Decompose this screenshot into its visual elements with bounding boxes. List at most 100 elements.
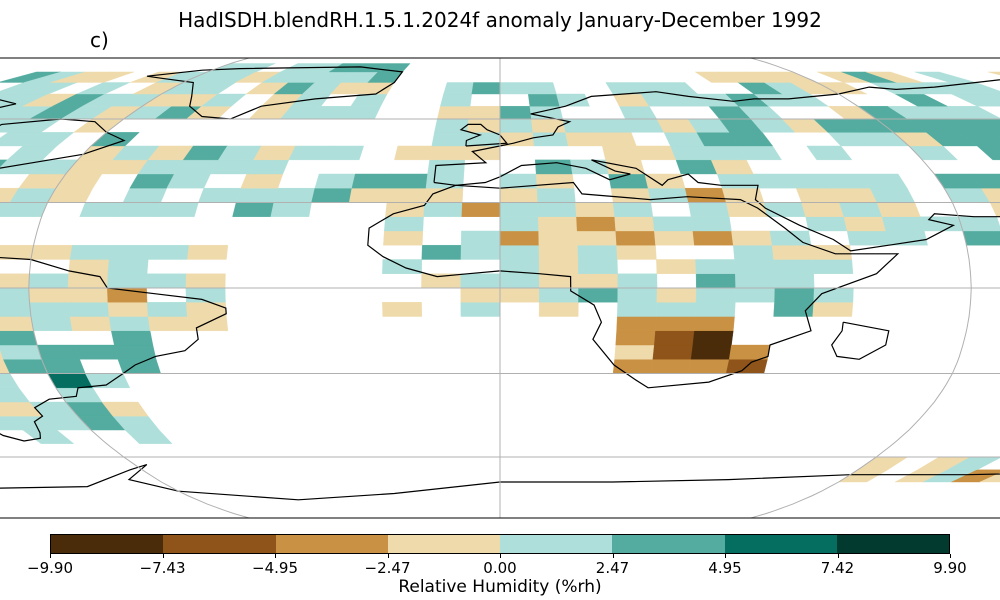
anomaly-cell <box>386 187 427 203</box>
anomaly-cell <box>771 245 813 260</box>
anomaly-cell <box>593 118 632 133</box>
anomaly-cell <box>989 202 1000 217</box>
anomaly-cell <box>388 173 428 189</box>
anomaly-cell <box>0 330 38 346</box>
anomaly-cell <box>652 344 694 360</box>
colorbar-tick-label: −2.47 <box>364 559 411 577</box>
anomaly-cell <box>146 302 188 317</box>
anomaly-cell <box>534 159 573 175</box>
colorbar-tick-label: 2.47 <box>595 559 630 577</box>
anomaly-cell <box>605 159 646 175</box>
anomaly-cell <box>466 118 501 133</box>
map-title: HadISDH.blendRH.1.5.1.2024f anomaly Janu… <box>178 8 822 32</box>
anomaly-cell <box>876 202 921 217</box>
anomaly-cell <box>117 202 161 217</box>
anomaly-cell <box>36 344 80 360</box>
anomaly-cell <box>617 287 658 303</box>
anomaly-cell <box>232 202 275 217</box>
colorbar-tick-mark <box>837 554 839 558</box>
anomaly-cell <box>394 145 433 161</box>
colorbar-tick-mark <box>950 554 951 558</box>
anomaly-cell <box>695 259 736 274</box>
anomaly-cell <box>654 230 695 246</box>
anomaly-grid <box>0 63 1000 483</box>
anomaly-cell <box>601 145 642 161</box>
anomaly-cell <box>614 344 655 360</box>
anomaly-cell <box>155 202 199 217</box>
anomaly-cell <box>246 159 290 175</box>
anomaly-cell <box>198 187 242 203</box>
anomaly-cell <box>146 273 187 289</box>
anomaly-cell <box>616 245 657 260</box>
anomaly-cell <box>869 187 916 203</box>
anomaly-cell <box>499 216 539 232</box>
anomaly-cell <box>187 245 229 260</box>
anomaly-cell <box>460 230 501 246</box>
anomaly-cell <box>650 359 692 374</box>
anomaly-cell <box>619 106 658 120</box>
anomaly-cell <box>499 106 532 120</box>
anomaly-cell <box>692 330 734 346</box>
anomaly-cell <box>617 273 658 289</box>
anomaly-cell <box>576 230 617 246</box>
anomaly-cell <box>675 159 718 175</box>
anomaly-cell <box>166 173 211 189</box>
anomaly-cell <box>538 245 579 260</box>
anomaly-cell <box>28 273 69 289</box>
colorbar-tick-label: 0.00 <box>483 559 517 577</box>
anomaly-cell <box>773 259 814 274</box>
anomaly-cell <box>733 245 774 260</box>
anomaly-cell <box>382 302 423 317</box>
anomaly-cell <box>615 230 656 246</box>
anomaly-cell <box>556 93 590 107</box>
anomaly-cell <box>598 132 637 147</box>
anomaly-cell <box>578 273 619 289</box>
anomaly-cell <box>539 287 579 303</box>
anomaly-cell <box>763 202 806 217</box>
colorbar-tick-label: −7.43 <box>139 559 186 577</box>
anomaly-cell <box>79 202 124 217</box>
anomaly-cell <box>861 173 908 189</box>
anomaly-cell <box>608 173 649 189</box>
coastline-greenland <box>146 66 404 120</box>
anomaly-cell <box>612 359 654 374</box>
anomaly-cell <box>273 187 316 203</box>
anomaly-cell <box>795 187 840 203</box>
anomaly-cell <box>656 287 697 303</box>
anomaly-cell <box>76 71 135 83</box>
colorbar-tick-mark <box>162 554 164 558</box>
anomaly-cell <box>464 145 501 161</box>
anomaly-cell <box>970 173 1000 189</box>
anomaly-cell <box>147 316 190 331</box>
anomaly-cell <box>612 202 654 217</box>
anomaly-cell <box>499 230 540 246</box>
anomaly-cell <box>920 216 964 232</box>
anomaly-cell <box>832 187 878 203</box>
anomaly-cell <box>694 316 735 331</box>
anomaly-cell <box>806 145 853 161</box>
anomaly-cell <box>22 132 75 147</box>
panel-label: c) <box>90 28 109 52</box>
anomaly-cell <box>429 145 467 161</box>
anomaly-cell <box>670 145 712 161</box>
anomaly-cell <box>692 230 734 246</box>
anomaly-cell <box>734 259 775 274</box>
anomaly-cell <box>351 173 392 189</box>
coastline-africa <box>367 181 900 389</box>
colorbar-tick-mark <box>725 554 726 558</box>
anomaly-cell <box>695 302 736 317</box>
anomaly-cell <box>460 245 501 260</box>
colorbar-tick-label: 4.95 <box>708 559 742 577</box>
anomaly-cell <box>979 469 1000 483</box>
anomaly-cell <box>578 287 619 303</box>
anomaly-cell <box>107 273 148 289</box>
anomaly-cell <box>499 187 538 203</box>
anomaly-cell <box>201 93 247 107</box>
anomaly-cell <box>801 202 845 217</box>
anomaly-cell <box>499 118 534 133</box>
anomaly-cell <box>314 173 356 189</box>
anomaly-cell <box>0 316 34 331</box>
anomaly-cell <box>323 145 364 161</box>
anomaly-cell <box>658 82 699 95</box>
anomaly-cell <box>30 245 73 260</box>
